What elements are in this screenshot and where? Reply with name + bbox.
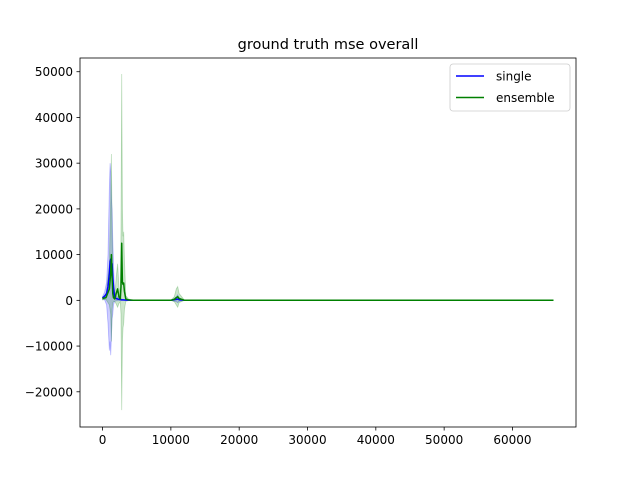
legend: single ensemble <box>449 63 571 112</box>
series-lines <box>101 242 554 302</box>
y-tick-label: 10000 <box>35 248 73 262</box>
x-tick-label: 0 <box>99 433 107 447</box>
plot-frame <box>79 57 577 428</box>
x-tick-label: 40000 <box>357 433 395 447</box>
series-line-single <box>101 258 554 302</box>
y-tick-label: 0 <box>65 294 73 308</box>
y-tick-label: 50000 <box>35 65 73 79</box>
x-tick-label: 30000 <box>288 433 326 447</box>
series-line-ensemble <box>102 242 554 302</box>
x-tick-label: 50000 <box>425 433 463 447</box>
legend-label-ensemble: ensemble <box>496 91 555 105</box>
y-tick-label: −20000 <box>25 385 73 399</box>
legend-label-single: single <box>496 70 532 84</box>
chart-title: ground truth mse overall <box>238 37 419 53</box>
series-band-single <box>102 163 554 356</box>
y-tick-label: 40000 <box>35 111 73 125</box>
x-axis: 0 10000 20000 30000 40000 50000 60000 <box>99 427 532 447</box>
series-band-ensemble <box>102 73 554 411</box>
confidence-bands <box>102 73 554 411</box>
y-axis: −20000 −10000 0 10000 20000 30000 40000 50000 <box>25 65 80 399</box>
y-tick-label: 30000 <box>35 157 73 171</box>
x-tick-label: 20000 <box>220 433 258 447</box>
y-tick-label: −10000 <box>25 340 73 354</box>
x-tick-label: 60000 <box>493 433 531 447</box>
y-tick-label: 20000 <box>35 202 73 216</box>
x-tick-label: 10000 <box>152 433 190 447</box>
